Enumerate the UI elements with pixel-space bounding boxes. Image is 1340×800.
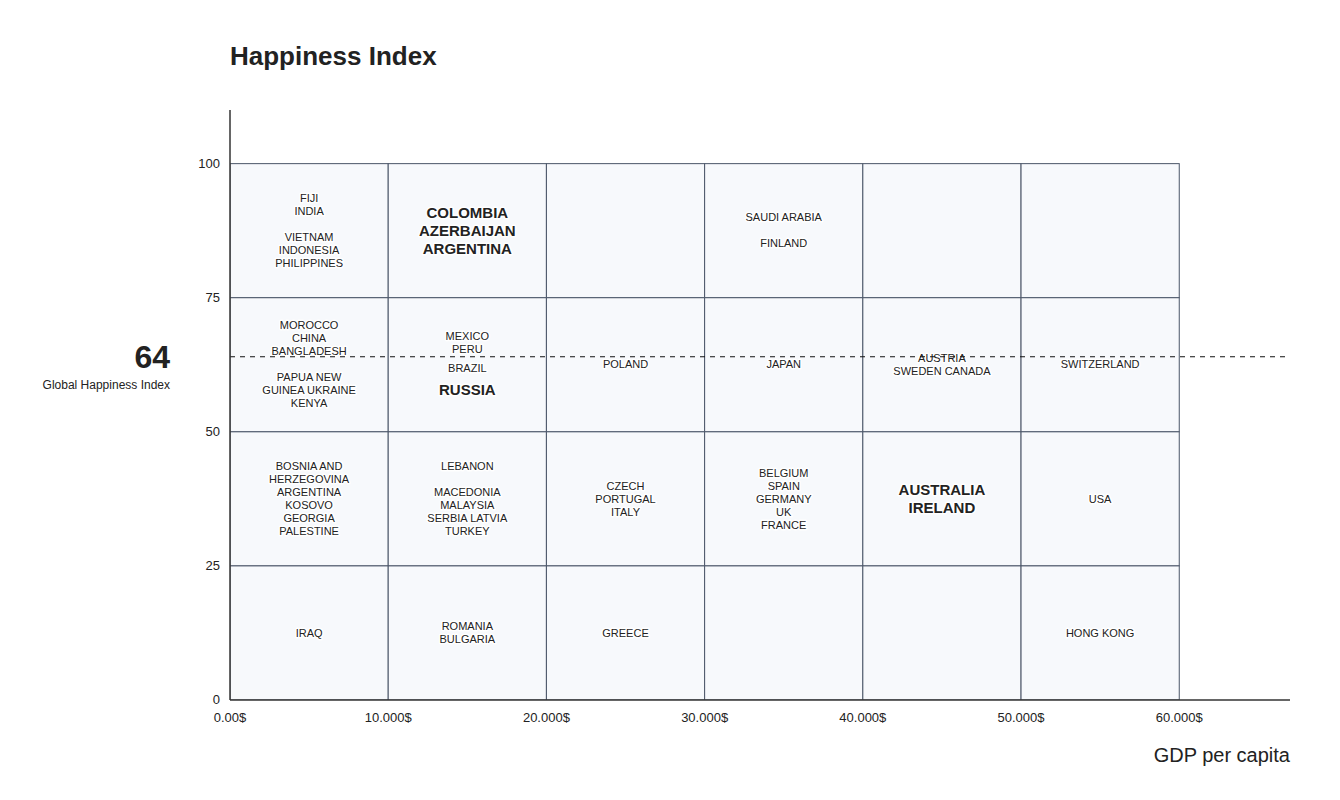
- cell-label: HONG KONG: [1066, 627, 1134, 639]
- cell: [230, 298, 388, 432]
- y-tick-label: 0: [213, 692, 220, 707]
- cell: [1021, 298, 1179, 432]
- x-tick-label: 0.00$: [214, 710, 247, 725]
- cell: [230, 164, 388, 298]
- cell-label: MOROCCOCHINABANGLADESH PAPUA NEWGUINEA U…: [262, 319, 356, 409]
- cell-label: POLAND: [603, 358, 648, 370]
- cell-label: CZECHPORTUGALITALY: [595, 480, 655, 518]
- cell: [546, 432, 704, 566]
- cell: [388, 164, 546, 298]
- cell-label: USA: [1089, 493, 1112, 505]
- x-axis-line: [230, 699, 1290, 701]
- x-tick-label: 40.000$: [839, 710, 887, 725]
- cell: [388, 298, 546, 432]
- cell-label: MEXICOPERU: [446, 330, 490, 355]
- cell-labels: FIJIINDIA VIETNAMINDONESIAPHILIPPINES COL…: [262, 192, 1139, 645]
- cell: [230, 566, 388, 700]
- cells: [230, 164, 1179, 700]
- cell-label: IRAQ: [296, 627, 323, 639]
- cell-label: JAPAN: [766, 358, 801, 370]
- cell: [863, 566, 1021, 700]
- cell-label: RUSSIA: [439, 381, 496, 398]
- cell-label: LEBANON MACEDONIAMALAYSIASERBIA LATVIATU…: [427, 460, 508, 537]
- cell: [705, 164, 863, 298]
- cell: [1021, 164, 1179, 298]
- cell-label: ROMANIABULGARIA: [439, 620, 495, 645]
- y-tick-label: 75: [206, 290, 220, 305]
- reference-value: 64: [134, 339, 170, 375]
- cell: [863, 432, 1021, 566]
- cell-label: AUSTRIASWEDEN CANADA: [893, 352, 991, 377]
- x-tick-label: 10.000$: [365, 710, 413, 725]
- cell: [863, 164, 1021, 298]
- cell-label: AUSTRALIAIRELAND: [899, 481, 986, 516]
- cell: [546, 566, 704, 700]
- y-tick-label: 50: [206, 424, 220, 439]
- x-tick-label: 30.000$: [681, 710, 729, 725]
- cell: [705, 566, 863, 700]
- cell: [1021, 432, 1179, 566]
- cell: [388, 566, 546, 700]
- cell-label: FIJIINDIA VIETNAMINDONESIAPHILIPPINES: [275, 192, 343, 269]
- x-tick-label: 60.000$: [1156, 710, 1204, 725]
- title: Happiness Index: [230, 41, 437, 71]
- cell-label: GREECE: [602, 627, 648, 639]
- reference-line: [230, 356, 1290, 357]
- cell: [705, 432, 863, 566]
- cell: [546, 164, 704, 298]
- cell-label: COLOMBIAAZERBAIJANARGENTINA: [419, 204, 516, 257]
- cell: [705, 298, 863, 432]
- x-tick-label: 20.000$: [523, 710, 571, 725]
- y-axis-line: [229, 110, 231, 700]
- cell: [388, 432, 546, 566]
- cell: [1021, 566, 1179, 700]
- y-tick-label: 100: [198, 156, 220, 171]
- cell: [863, 298, 1021, 432]
- cell: [230, 432, 388, 566]
- x-tick-label: 50.000$: [998, 710, 1046, 725]
- x-axis-label: GDP per capita: [1154, 744, 1291, 766]
- cell-label: SAUDI ARABIA FINLAND: [746, 211, 823, 249]
- cell: [546, 298, 704, 432]
- cell-label: SWITZERLAND: [1061, 358, 1140, 370]
- cell-label: BOSNIA ANDHERZEGOVINAARGENTINAKOSOVOGEOR…: [269, 460, 350, 537]
- cell-label: BELGIUMSPAINGERMANYUKFRANCE: [756, 467, 812, 531]
- cell-label: BRAZIL: [448, 362, 487, 374]
- chart: Happiness Index FIJIINDIA VIETNAMINDONESI…: [0, 0, 1340, 800]
- reference-label: Global Happiness Index: [43, 378, 170, 392]
- y-tick-label: 25: [206, 558, 220, 573]
